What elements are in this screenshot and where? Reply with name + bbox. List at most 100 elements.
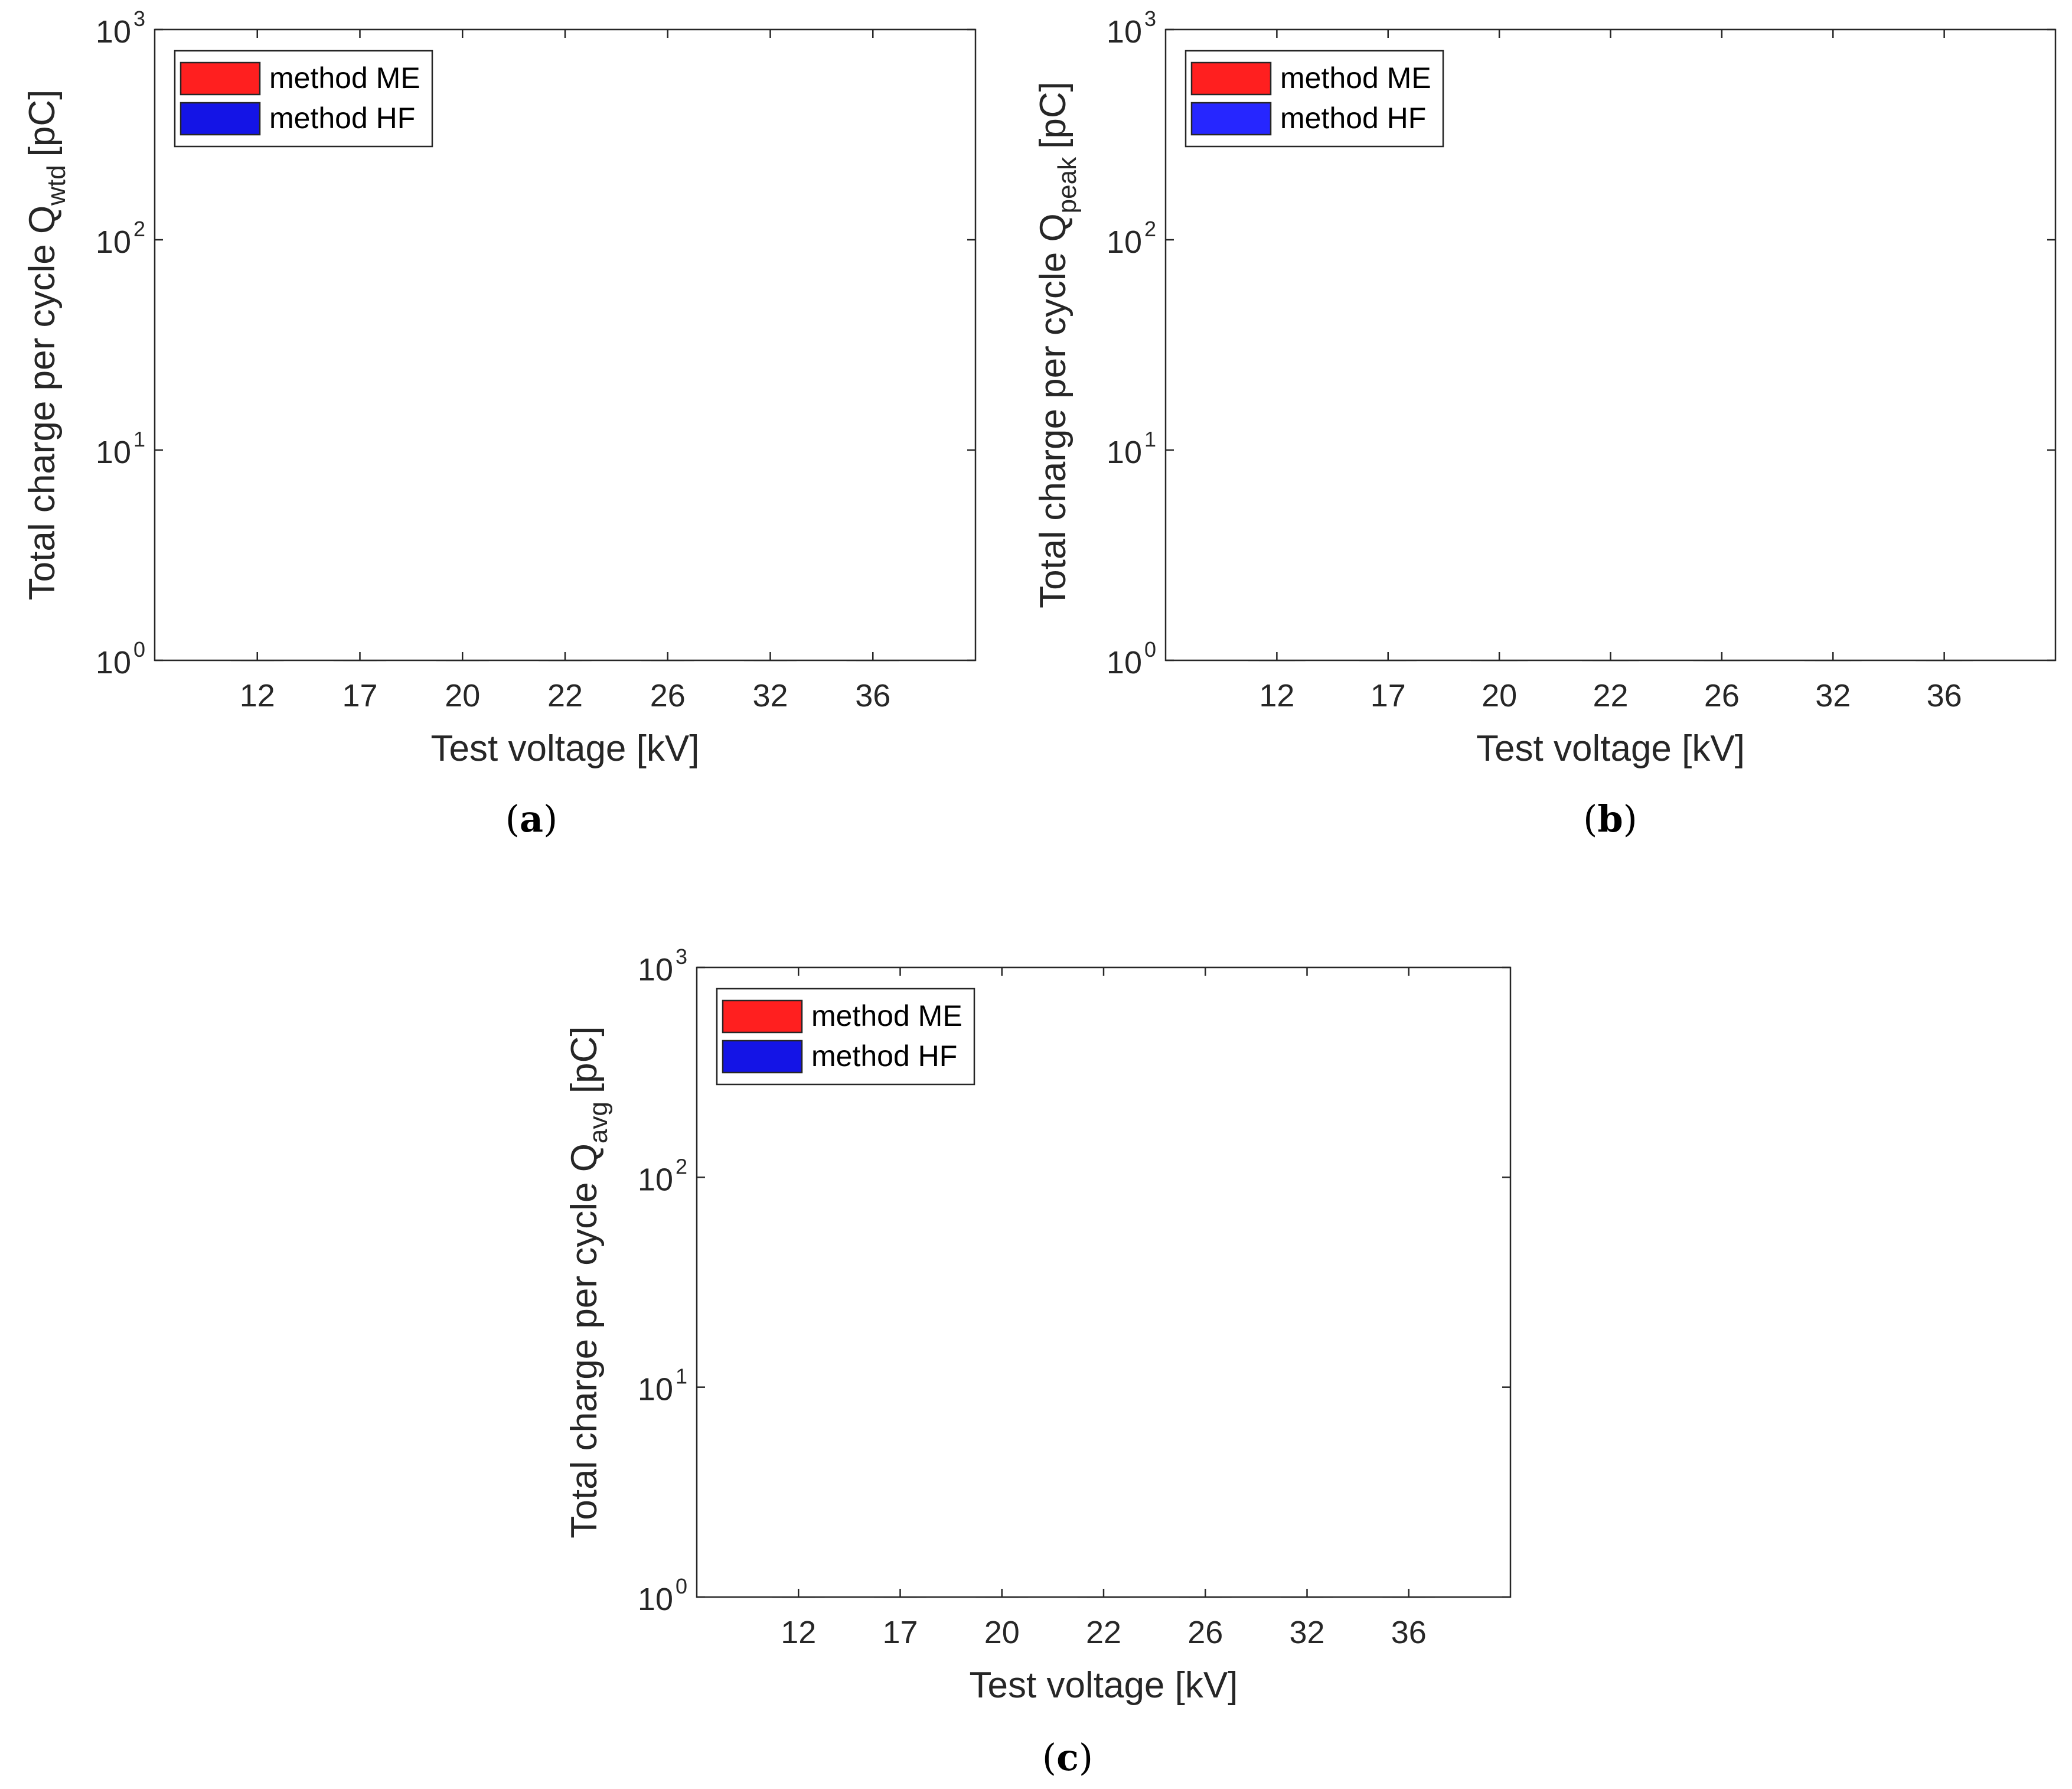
- y-tick-label: 10: [638, 1372, 673, 1407]
- x-tick-label: 22: [547, 678, 583, 713]
- y-tick-exponent: 2: [676, 1154, 687, 1178]
- caption-close: ): [1623, 797, 1637, 840]
- y-tick-base: 10: [96, 224, 131, 260]
- y-tick-base: 10: [1107, 645, 1142, 680]
- y-tick-exponent: 1: [1144, 427, 1156, 451]
- legend-label-method-me: method ME: [1280, 61, 1431, 94]
- x-tick-label: 12: [1259, 678, 1294, 713]
- x-tick-label: 26: [1187, 1615, 1223, 1650]
- y-axis-label-unit: [pC]: [1033, 82, 1073, 149]
- y-tick-label: 10: [638, 952, 673, 988]
- x-tick-label: 20: [445, 678, 480, 713]
- caption-open: (: [1583, 797, 1597, 840]
- x-tick-label: 36: [855, 678, 890, 713]
- y-axis-label-subscript: wtd: [42, 165, 71, 206]
- x-tick-label: 12: [781, 1615, 816, 1650]
- y-tick-exponent: 1: [676, 1364, 687, 1389]
- y-axis-label-subscript: avg: [584, 1102, 613, 1143]
- y-tick-label: 10: [96, 435, 131, 470]
- y-axis-label-unit: [pC]: [22, 90, 63, 157]
- y-tick-base: 10: [1107, 14, 1142, 50]
- x-tick-label: 32: [1289, 1615, 1324, 1650]
- caption-open: (: [505, 797, 520, 840]
- x-tick-label: 36: [1927, 678, 1962, 713]
- y-tick-exponent: 3: [1144, 6, 1156, 31]
- x-tick-label: 22: [1086, 1615, 1121, 1650]
- x-tick-label: 26: [650, 678, 686, 713]
- y-tick-base: 10: [638, 952, 673, 988]
- x-tick-label: 32: [1815, 678, 1851, 713]
- x-tick-label: 32: [752, 678, 788, 713]
- panel-caption-b: (b): [1583, 797, 1637, 840]
- y-axis-label-main: Total charge per cycle Q: [22, 206, 63, 601]
- legend-label-method-hf: method HF: [811, 1039, 957, 1073]
- y-tick-exponent: 0: [676, 1574, 687, 1598]
- legend-label-method-hf: method HF: [1280, 102, 1426, 135]
- y-tick-base: 10: [96, 14, 131, 50]
- caption-open: (: [1042, 1736, 1056, 1779]
- y-tick-label: 10: [96, 14, 131, 50]
- x-tick-label: 20: [984, 1615, 1020, 1650]
- y-tick-label: 10: [1107, 14, 1142, 50]
- legend-label-method-me: method ME: [269, 61, 420, 94]
- y-tick-label: 10: [1107, 435, 1142, 470]
- y-tick-base: 10: [638, 1582, 673, 1617]
- legend-swatch-method-hf: [180, 102, 261, 136]
- legend: method ME method HF: [174, 50, 433, 148]
- y-tick-exponent: 3: [133, 6, 145, 31]
- y-tick-exponent: 2: [1144, 217, 1156, 241]
- panel-caption-c: (c): [1042, 1736, 1093, 1779]
- y-tick-exponent: 0: [133, 637, 145, 661]
- caption-letter: c: [1056, 1736, 1079, 1779]
- y-tick-base: 10: [1107, 224, 1142, 260]
- x-tick-label: 26: [1704, 678, 1740, 713]
- x-tick-label: 22: [1593, 678, 1628, 713]
- y-tick-base: 10: [1107, 435, 1142, 470]
- panel-caption-a: (a): [505, 797, 558, 840]
- y-tick-exponent: 1: [133, 427, 145, 451]
- y-tick-label: 10: [638, 1582, 673, 1617]
- y-tick-label: 10: [1107, 224, 1142, 260]
- y-tick-exponent: 2: [133, 217, 145, 241]
- y-tick-base: 10: [96, 645, 131, 680]
- x-tick-label: 17: [342, 678, 377, 713]
- caption-close: ): [543, 797, 557, 840]
- x-tick-label: 12: [240, 678, 275, 713]
- legend-swatch-method-hf: [1190, 102, 1272, 136]
- x-axis-label: Test voltage [kV]: [431, 728, 700, 769]
- caption-close: ): [1079, 1736, 1093, 1779]
- y-axis-label: Total charge per cycle Qavg [pC]: [564, 1026, 613, 1538]
- legend-label-method-hf: method HF: [269, 102, 415, 135]
- legend-swatch-method-me: [180, 61, 261, 96]
- y-tick-label: 10: [1107, 645, 1142, 680]
- x-tick-label: 20: [1482, 678, 1517, 713]
- y-axis-label-main: Total charge per cycle Q: [1033, 213, 1073, 608]
- y-tick-label: 10: [96, 224, 131, 260]
- caption-letter: a: [520, 797, 543, 840]
- caption-letter: b: [1597, 797, 1623, 840]
- y-tick-label: 10: [96, 645, 131, 680]
- legend: method ME method HF: [1185, 50, 1444, 148]
- y-axis-label-subscript: peak: [1053, 157, 1082, 213]
- y-tick-exponent: 3: [676, 944, 687, 969]
- x-axis-label: Test voltage [kV]: [1476, 728, 1745, 769]
- y-axis-label: Total charge per cycle Qpeak [pC]: [1033, 82, 1082, 608]
- y-axis-label-main: Total charge per cycle Q: [564, 1143, 605, 1539]
- y-tick-exponent: 0: [1144, 637, 1156, 661]
- y-tick-label: 10: [638, 1162, 673, 1197]
- legend-swatch-method-me: [722, 999, 803, 1034]
- legend-swatch-method-me: [1190, 61, 1272, 96]
- x-tick-label: 17: [882, 1615, 918, 1650]
- x-tick-label: 36: [1391, 1615, 1427, 1650]
- x-axis-label: Test voltage [kV]: [970, 1665, 1238, 1706]
- y-tick-base: 10: [638, 1372, 673, 1407]
- legend-label-method-me: method ME: [811, 999, 962, 1032]
- legend: method ME method HF: [716, 988, 975, 1086]
- y-tick-base: 10: [638, 1162, 673, 1197]
- legend-swatch-method-hf: [722, 1039, 803, 1074]
- x-tick-label: 17: [1371, 678, 1406, 713]
